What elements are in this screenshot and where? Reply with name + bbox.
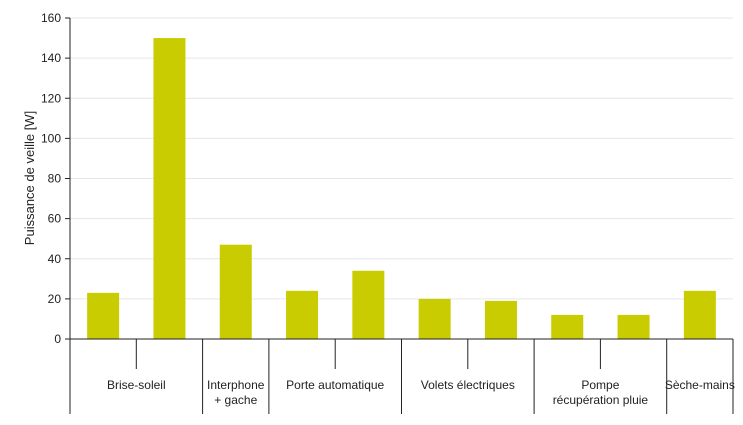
y-tick-label: 40 [48, 252, 62, 266]
bar [87, 292, 120, 339]
y-tick-label: 60 [48, 212, 62, 226]
category-label: récupération pluie [553, 393, 649, 407]
category-label: Sèche-mains [665, 378, 735, 392]
y-tick-label: 100 [41, 131, 61, 145]
y-tick-labels: 0 20 40 60 80 100 120 140 160 [41, 11, 61, 346]
category-labels: Brise-soleil Interphone+ gache Porte autom… [107, 378, 735, 407]
y-tick-label: 0 [54, 332, 61, 346]
category-label: Interphone [207, 378, 265, 392]
category-label: + gache [214, 393, 257, 407]
y-tick-label: 160 [41, 11, 61, 25]
y-tick-label: 80 [48, 172, 62, 186]
bar [352, 270, 385, 339]
bar [219, 244, 252, 339]
y-tick-label: 120 [41, 91, 61, 105]
category-label: Porte automatique [286, 378, 384, 392]
category-label: Volets électriques [421, 378, 515, 392]
bar [484, 300, 517, 339]
y-axis-title: Puissance de veille [W] [22, 111, 37, 245]
bars [87, 38, 716, 339]
axes [65, 17, 734, 414]
bar [683, 290, 716, 339]
category-label: Brise-soleil [107, 378, 166, 392]
bar [286, 290, 319, 339]
bar [418, 298, 451, 339]
bar [617, 314, 650, 339]
y-tick-label: 20 [48, 292, 62, 306]
category-label: Pompe [581, 378, 619, 392]
y-tick-label: 140 [41, 51, 61, 65]
bar [551, 314, 584, 339]
bar [153, 38, 186, 339]
